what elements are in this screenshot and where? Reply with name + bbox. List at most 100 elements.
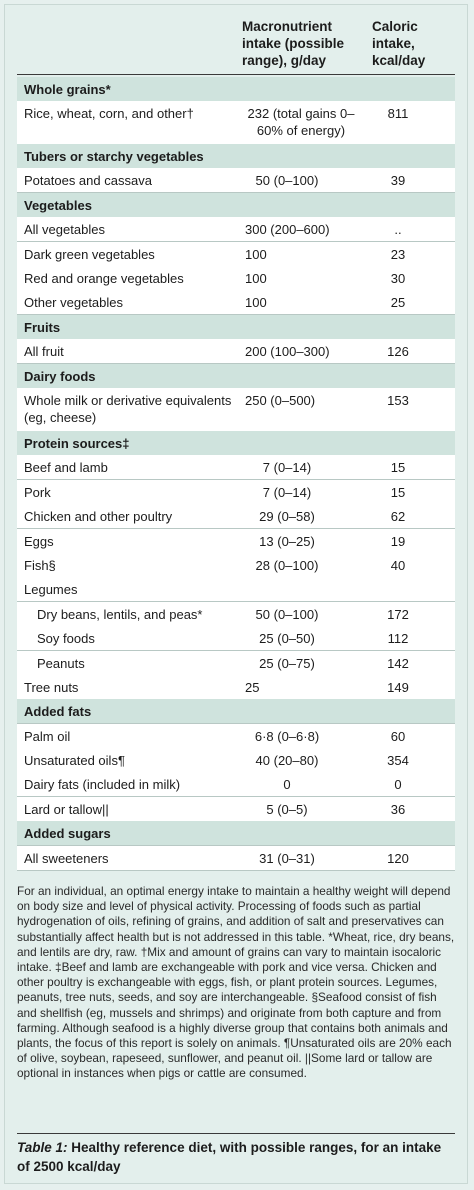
- table-row: Beef and lamb 7 (0–14) 15: [17, 455, 455, 480]
- row-name: Dark green vegetables: [24, 247, 155, 262]
- table-row: All fruit 200 (100–300) 126: [17, 339, 455, 364]
- row-kcal: 0: [394, 777, 402, 792]
- table-footnotes: For an individual, an optimal energy int…: [17, 884, 455, 1081]
- section-title: Protein sources‡: [24, 436, 130, 451]
- row-macro: 232 (total gains 0–60% of energy): [247, 106, 355, 138]
- row-name: Peanuts: [37, 656, 85, 671]
- row-name: Other vegetables: [24, 295, 124, 310]
- row-kcal: 126: [387, 344, 409, 359]
- row-name: Chicken and other poultry: [24, 509, 173, 524]
- row-name: Fish§: [24, 558, 56, 573]
- section-protein: Protein sources‡: [17, 431, 455, 456]
- row-name: Palm oil: [24, 729, 71, 744]
- header-macro: Macronutrient intake (possible range), g…: [242, 19, 345, 68]
- table-row: Unsaturated oils¶ 40 (20–80) 354: [17, 748, 455, 773]
- caption-rule: [17, 1133, 455, 1134]
- table-row: Soy foods 25 (0–50) 112: [17, 626, 455, 651]
- row-macro: 31 (0–31): [259, 851, 315, 866]
- table-row: All vegetables 300 (200–600) ..: [17, 217, 455, 242]
- section-title: Whole grains*: [24, 82, 111, 97]
- row-kcal: 112: [387, 631, 409, 646]
- row-macro: 40 (20–80): [255, 753, 319, 768]
- row-name: Potatoes and cassava: [24, 173, 152, 188]
- table-row: Rice, wheat, corn, and other† 232 (total…: [17, 101, 455, 145]
- row-kcal: 354: [387, 753, 409, 768]
- section-title: Tubers or starchy vegetables: [24, 149, 204, 164]
- row-name: Red and orange vegetables: [24, 271, 184, 286]
- table-row: Red and orange vegetables 100 30: [17, 266, 455, 291]
- table-row: Peanuts 25 (0–75) 142: [17, 651, 455, 676]
- row-macro: 7 (0–14): [262, 460, 312, 475]
- row-macro: 200 (100–300): [245, 344, 330, 359]
- section-title: Vegetables: [24, 198, 92, 213]
- table-row: All sweeteners 31 (0–31) 120: [17, 846, 455, 871]
- table-row: Fish§ 28 (0–100) 40: [17, 553, 455, 578]
- table-row: Dry beans, lentils, and peas* 50 (0–100)…: [17, 602, 455, 627]
- row-kcal: 149: [387, 680, 409, 695]
- row-kcal: 15: [390, 460, 406, 475]
- table-row: Eggs 13 (0–25) 19: [17, 529, 455, 554]
- table-row: Palm oil 6·8 (0–6·8) 60: [17, 724, 455, 749]
- table-row: Other vegetables 100 25: [17, 290, 455, 315]
- row-macro: 100: [245, 295, 267, 310]
- row-macro: 25 (0–50): [259, 631, 315, 646]
- table-caption: Table 1: Healthy reference diet, with po…: [17, 1138, 455, 1176]
- row-macro: 28 (0–100): [255, 558, 319, 573]
- row-macro: 13 (0–25): [259, 534, 315, 549]
- row-macro: 25: [245, 680, 260, 695]
- section-title: Added fats: [24, 704, 92, 719]
- row-name: Rice, wheat, corn, and other†: [24, 106, 194, 121]
- row-name: Beef and lamb: [24, 460, 108, 475]
- row-name: Lard or tallow||: [24, 802, 109, 817]
- section-whole-grains: Whole grains*: [17, 77, 455, 102]
- row-kcal: 153: [387, 393, 409, 408]
- caption-text: Healthy reference diet, with possible ra…: [17, 1140, 442, 1174]
- row-macro: 6·8 (0–6·8): [254, 729, 320, 744]
- table-row: Chicken and other poultry 29 (0–58) 62: [17, 504, 455, 529]
- header-rule: [17, 74, 455, 75]
- section-added-fats: Added fats: [17, 699, 455, 724]
- row-kcal: 172: [387, 607, 409, 622]
- row-kcal: 30: [390, 271, 406, 286]
- row-kcal: 40: [390, 558, 406, 573]
- section-title: Dairy foods: [24, 369, 96, 384]
- row-kcal: 23: [390, 247, 406, 262]
- table-row: Lard or tallow|| 5 (0–5) 36: [17, 797, 455, 822]
- row-kcal: 142: [387, 656, 409, 671]
- row-kcal: 36: [390, 802, 406, 817]
- row-name: All vegetables: [24, 222, 105, 237]
- row-name: Pork: [24, 485, 51, 500]
- row-macro: 7 (0–14): [262, 485, 312, 500]
- row-kcal: 62: [390, 509, 406, 524]
- row-name: Unsaturated oils¶: [24, 753, 125, 768]
- table-row: Legumes: [17, 577, 455, 602]
- row-kcal: 19: [390, 534, 406, 549]
- row-kcal: 25: [390, 295, 406, 310]
- table-row: Potatoes and cassava 50 (0–100) 39: [17, 168, 455, 193]
- row-name: Dairy fats (included in milk): [24, 777, 181, 792]
- row-macro: 0: [283, 777, 291, 792]
- row-name: Tree nuts: [24, 680, 79, 695]
- section-title: Fruits: [24, 320, 61, 335]
- table-row: Whole milk or derivative equivalents (eg…: [17, 388, 455, 432]
- row-macro: 29 (0–58): [259, 509, 315, 524]
- row-kcal: 120: [387, 851, 409, 866]
- row-macro: 50 (0–100): [255, 607, 319, 622]
- row-macro: 300 (200–600): [245, 222, 330, 237]
- row-macro: 100: [245, 247, 267, 262]
- header-kcal: Caloric intake, kcal/day: [372, 19, 426, 68]
- row-name: Dry beans, lentils, and peas*: [37, 607, 203, 622]
- section-tubers: Tubers or starchy vegetables: [17, 144, 455, 169]
- row-kcal: ..: [394, 222, 402, 237]
- table-header: Macronutrient intake (possible range), g…: [17, 12, 455, 74]
- row-name: All fruit: [24, 344, 64, 359]
- section-fruits: Fruits: [17, 315, 455, 340]
- table-row: Pork 7 (0–14) 15: [17, 480, 455, 505]
- row-name: Soy foods: [37, 631, 95, 646]
- table-row: Tree nuts 25 149: [17, 675, 455, 700]
- table-row: Dairy fats (included in milk) 0 0: [17, 772, 455, 797]
- table-row: Dark green vegetables 100 23: [17, 242, 455, 267]
- row-kcal: 39: [390, 173, 406, 188]
- section-added-sugars: Added sugars: [17, 821, 455, 846]
- row-name: Whole milk or derivative equivalents (eg…: [24, 393, 232, 425]
